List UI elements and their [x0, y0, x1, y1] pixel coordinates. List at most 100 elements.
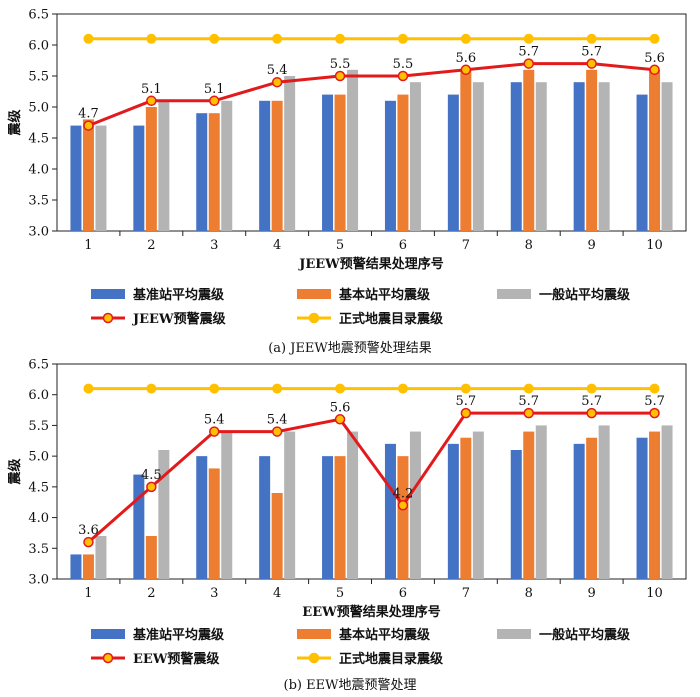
legend-swatch — [91, 289, 125, 299]
bar — [649, 69, 661, 231]
point — [334, 414, 346, 425]
chart-panel-1: 3.0 3.5 4.0 4.5 5.0 5.5 6.0 6.5 1 2 3 4 5 6 7 8 9 10 JEEW预… — [7, 8, 687, 356]
y-tick-label: 3.5 — [28, 194, 49, 209]
bar — [661, 82, 673, 231]
bar — [447, 94, 459, 231]
y-tick-label: 5.0 — [28, 101, 49, 116]
point — [83, 33, 94, 44]
bar — [397, 456, 409, 579]
x-tick-label: 1 — [84, 586, 92, 601]
legend-swatch — [497, 629, 531, 639]
point — [146, 95, 157, 107]
bar — [535, 82, 547, 231]
bar — [586, 69, 598, 231]
y-tick-label: 4.5 — [28, 480, 49, 495]
data-label: 4.2 — [393, 486, 414, 501]
x-tick-label: 4 — [273, 238, 281, 253]
bar — [460, 69, 472, 231]
bar — [82, 119, 94, 231]
point — [209, 383, 220, 394]
point — [523, 383, 534, 394]
bar — [322, 456, 334, 579]
legend-swatch — [297, 289, 331, 299]
data-label: 5.6 — [644, 51, 665, 66]
bar — [384, 100, 396, 231]
x-tick-label: 9 — [588, 586, 596, 601]
bar — [82, 554, 94, 579]
chart-caption: (b) EEW地震预警处理 — [284, 677, 417, 693]
y-tick-label: 3.0 — [28, 573, 49, 588]
data-label: 5.7 — [456, 394, 477, 409]
bar — [523, 69, 535, 231]
bar — [447, 443, 459, 579]
point — [271, 76, 283, 88]
legend-label: EEW预警震级 — [133, 651, 220, 667]
x-tick-label: 9 — [588, 238, 596, 253]
point — [586, 383, 597, 394]
point — [209, 95, 220, 107]
bar — [334, 94, 346, 231]
data-label: 5.4 — [204, 413, 225, 428]
legend-label: JEEW预警震级 — [132, 311, 227, 327]
bar — [409, 82, 421, 231]
legend-label: 基本站平均震级 — [338, 627, 431, 643]
x-tick-label: 8 — [525, 586, 533, 601]
bar — [598, 82, 610, 231]
bar — [70, 125, 82, 231]
data-label: 3.6 — [78, 523, 99, 538]
bar — [133, 125, 145, 231]
point — [146, 383, 157, 394]
bar — [208, 468, 220, 579]
x-tick-label: 5 — [336, 586, 344, 601]
bar — [334, 456, 346, 579]
point — [586, 33, 597, 44]
point — [460, 64, 472, 76]
bar — [347, 69, 359, 231]
x-tick-label: 6 — [399, 238, 407, 253]
bar — [95, 536, 107, 579]
legend-label: 基本站平均震级 — [338, 287, 431, 303]
y-axis-label: 震级 — [7, 109, 23, 137]
y-tick-label: 4.0 — [28, 163, 49, 178]
bar — [322, 94, 334, 231]
data-label: 5.1 — [204, 82, 225, 97]
data-label: 5.5 — [393, 57, 414, 72]
point — [586, 58, 597, 69]
bar — [208, 113, 220, 231]
x-tick-label: 3 — [210, 238, 218, 253]
bar — [284, 431, 296, 579]
x-tick-label: 7 — [462, 586, 470, 601]
point — [397, 500, 409, 511]
data-label: 5.4 — [267, 413, 288, 428]
x-tick-label: 7 — [462, 238, 470, 253]
point — [83, 120, 94, 131]
y-tick-label: 6.0 — [28, 39, 49, 54]
point — [271, 426, 283, 437]
bar — [271, 493, 283, 579]
bar — [636, 94, 648, 231]
bar — [158, 450, 170, 579]
legend-swatch — [297, 629, 331, 639]
series-line — [87, 411, 655, 544]
legend-marker — [102, 652, 114, 664]
point — [209, 426, 220, 437]
x-tick-label: 1 — [84, 238, 92, 253]
legend-label: 正式地震目录震级 — [339, 651, 444, 667]
bar — [573, 82, 585, 231]
point — [460, 33, 471, 44]
point — [83, 536, 94, 548]
point — [460, 383, 471, 394]
bar — [460, 437, 472, 579]
y-axis-label: 震级 — [7, 458, 23, 486]
point — [335, 33, 346, 44]
bar — [196, 456, 208, 579]
point — [460, 407, 472, 419]
bar — [145, 536, 157, 579]
x-tick-label: 2 — [147, 586, 155, 601]
y-tick-label: 5.5 — [28, 419, 49, 434]
point — [272, 383, 283, 394]
legend-label: 正式地震目录震级 — [339, 311, 444, 327]
data-label: 5.7 — [581, 394, 602, 409]
data-label: 4.5 — [141, 468, 162, 483]
